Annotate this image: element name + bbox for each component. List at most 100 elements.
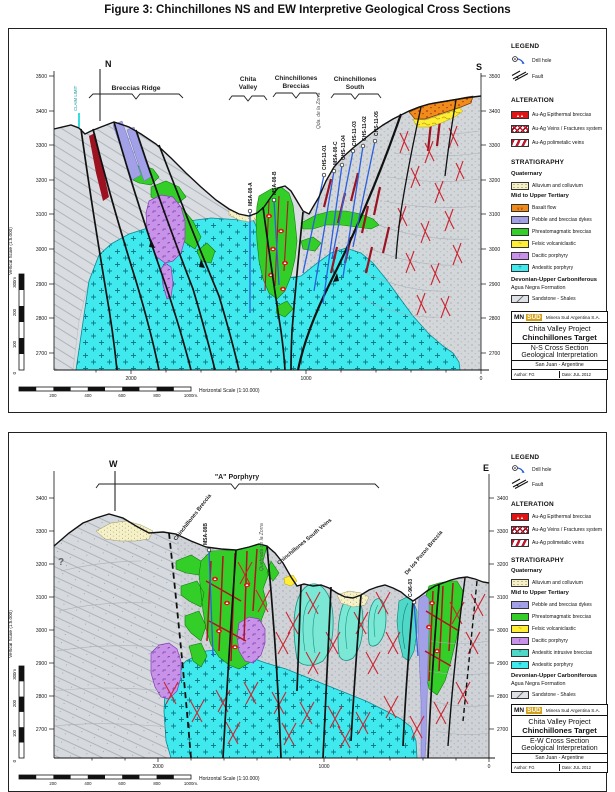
svg-text:3400: 3400 [36, 109, 47, 115]
phreatomagmatic-swatch [511, 612, 529, 621]
agua-negra-label: Agua Negra Formation [511, 681, 566, 687]
a-porphyry-label: "A" Porphyry [215, 474, 259, 481]
ns-annotations: Breccias Ridge Chita Valley Chinchillone… [73, 75, 382, 206]
svg-text:0: 0 [480, 376, 483, 382]
andesitic-swatch [511, 660, 529, 669]
legend-item: Andesitic porphyry [511, 659, 573, 670]
breccias-ridge-label: Breccias Ridge [111, 85, 160, 92]
legend-item: Felsic volcaniclastic [511, 238, 576, 249]
section-name: E-W Cross Section [529, 738, 590, 745]
company-name: Minera Sud Argentina S.A. [545, 707, 600, 713]
author-label: Author: FG [512, 371, 560, 378]
svg-text:3300: 3300 [497, 529, 508, 535]
legend-item: Alluvium and colluvium [511, 180, 583, 191]
quebrada-label: Qda. de la Zorra [316, 92, 322, 129]
svg-text:CHS-11-01: CHS-11-01 [322, 145, 328, 170]
interpretation-label: Geological Interpretation [521, 352, 598, 359]
svg-text:Horizontal Scale (1:10.000): Horizontal Scale (1:10.000) [199, 388, 260, 394]
svg-text:200: 200 [12, 699, 17, 707]
svg-text:3300: 3300 [489, 143, 500, 149]
legend-item: Au-Ag Veins / Fractures system [511, 123, 602, 134]
andesitic-intrusive-swatch [511, 648, 529, 657]
east-marker: E [483, 463, 489, 473]
legend-fault: Fault [511, 70, 544, 82]
svg-text:1000: 1000 [300, 376, 311, 382]
south-marker: S [476, 62, 482, 72]
svg-text:100: 100 [12, 729, 17, 737]
drill-hole-icon [511, 461, 529, 479]
svg-text:2700: 2700 [36, 727, 47, 733]
ew-drill-labels: MSA-08B C-96-03 [203, 523, 414, 597]
location-label: San Juan - Argentine [512, 754, 607, 763]
ns-drill-labels: MSA-08-A MSA-08-B CHS-11-01 MSA-08-C CHS… [248, 111, 380, 206]
svg-text:3200: 3200 [497, 562, 508, 568]
svg-text:Vertical Scale (1:5.000): Vertical Scale (1:5.000) [9, 227, 13, 275]
project-name: Chita Valley Project [528, 717, 591, 726]
svg-text:2000: 2000 [152, 764, 163, 770]
svg-text:2900: 2900 [36, 661, 47, 667]
legend-label: Drill hole [532, 57, 552, 64]
felsic-swatch [511, 239, 529, 248]
legend-item: Au-Ag Epithermal breccias [511, 511, 591, 522]
veins-swatch [511, 124, 529, 133]
svg-text:1000: 1000 [318, 764, 329, 770]
legend-item: Au-Ag polimetalic veins [511, 537, 584, 548]
svg-text:0: 0 [12, 371, 17, 374]
svg-text:300m: 300m [12, 669, 17, 680]
svg-text:CHS-11-02: CHS-11-02 [362, 116, 368, 141]
svg-text:Breccias: Breccias [282, 83, 309, 90]
svg-text:3100: 3100 [489, 212, 500, 218]
company-name: Minera Sud Argentina S.A. [545, 314, 600, 320]
drill-hole-icon [511, 52, 529, 70]
andesitic-swatch [511, 263, 529, 272]
ns-scale-bars: Vertical Scale (1:5.000) 300m 200 100 0 … [9, 227, 260, 398]
svg-text:CHS-11-04: CHS-11-04 [341, 135, 347, 160]
ew-section-panel: 3400 3300 3200 3100 3000 2900 2800 2700 … [8, 432, 608, 792]
ew-geology [53, 513, 490, 759]
svg-text:400: 400 [84, 393, 92, 398]
svg-text:Vertical Scale (1:5.000): Vertical Scale (1:5.000) [9, 610, 13, 658]
logo-sud: SUD [526, 313, 542, 321]
svg-text:800: 800 [153, 781, 161, 786]
svg-text:3300: 3300 [36, 529, 47, 535]
legend-item: Felsic volcaniclastic [511, 623, 576, 634]
svg-text:3100: 3100 [36, 212, 47, 218]
ns-section-panel: 3500 3400 3300 3200 3100 3000 2900 2800 … [8, 28, 608, 413]
project-name: Chita Valley Project [528, 324, 591, 333]
tertiary-heading: Mid to Upper Tertiary [511, 193, 569, 199]
ns-drill-collars [247, 138, 378, 214]
svg-text:Horizontal Scale (1:10.000): Horizontal Scale (1:10.000) [199, 776, 260, 782]
svg-text:3000: 3000 [36, 247, 47, 253]
ew-epithermal-breccias [212, 576, 440, 654]
svg-text:Chinchillones: Chinchillones [275, 75, 318, 82]
legend-item: Dacitic porphyry [511, 250, 568, 261]
svg-text:0: 0 [488, 764, 491, 770]
south-veins-label: Chinchillones South Veins [276, 518, 333, 567]
svg-text:400: 400 [84, 781, 92, 786]
dacitic-swatch [511, 636, 529, 645]
legend-item: Sandstone - Shales [511, 689, 576, 700]
svg-text:MSA-08B: MSA-08B [203, 523, 209, 545]
svg-text:3300: 3300 [36, 143, 47, 149]
svg-text:2800: 2800 [36, 316, 47, 322]
svg-text:600: 600 [118, 393, 126, 398]
svg-text:2800: 2800 [497, 694, 508, 700]
section-name: N-S Cross Section [530, 345, 589, 352]
svg-text:MSA-08-A: MSA-08-A [248, 182, 254, 206]
legend-label: Fault [532, 73, 544, 80]
legend-title: LEGEND [511, 454, 540, 461]
legend-item: Phreatomagmatic breccias [511, 226, 591, 237]
legend-item: Au-Ag Epithermal breccias [511, 109, 591, 120]
ew-axes: 3400 3300 3200 3100 3000 2900 2800 2700 … [36, 459, 508, 770]
svg-text:0: 0 [12, 759, 17, 762]
date-label: Date: JUL 2012 [562, 372, 591, 377]
devonian-heading: Devonian-Upper Carboniferous [511, 277, 597, 283]
logo-mn: MN [514, 313, 525, 321]
svg-text:1000m.: 1000m. [184, 781, 198, 786]
legend-item: Pebble and breccias dykes [511, 599, 592, 610]
legend-item: Au-Ag polimetalic veins [511, 137, 584, 148]
logo-mn: MN [514, 706, 525, 714]
agua-negra-label: Agua Negra Formation [511, 285, 566, 291]
svg-text:200: 200 [49, 781, 57, 786]
ns-title-block: MN SUD Minera Sud Argentina S.A. Chita Val… [511, 311, 608, 380]
